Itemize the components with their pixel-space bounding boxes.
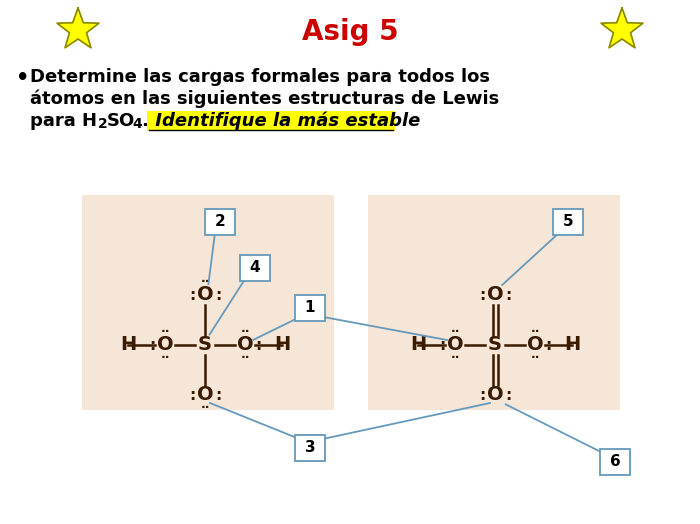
Text: ··: ·· [160, 352, 169, 365]
Text: 2: 2 [215, 214, 225, 230]
FancyBboxPatch shape [553, 209, 583, 235]
Text: :: : [215, 288, 221, 302]
Text: átomos en las siguientes estructuras de Lewis: átomos en las siguientes estructuras de … [30, 90, 499, 108]
Text: 4: 4 [250, 260, 260, 276]
Text: :: : [545, 337, 551, 353]
Text: 5: 5 [563, 214, 573, 230]
Text: ··: ·· [240, 325, 250, 339]
Text: •: • [16, 68, 29, 88]
Text: ··: ·· [160, 325, 169, 339]
Text: :: : [189, 288, 195, 302]
FancyBboxPatch shape [295, 295, 325, 321]
Text: 2: 2 [98, 117, 108, 131]
Text: 1: 1 [304, 300, 315, 315]
Text: ··: ·· [531, 352, 540, 365]
Text: O: O [486, 386, 503, 405]
Text: :: : [149, 337, 155, 353]
Text: H: H [120, 335, 136, 355]
FancyBboxPatch shape [240, 255, 270, 281]
Text: 4: 4 [132, 117, 141, 131]
Text: :: : [255, 337, 261, 353]
Text: ··: ·· [240, 352, 250, 365]
Text: :: : [439, 337, 445, 353]
Text: :: : [479, 388, 485, 402]
Text: ··: ·· [200, 401, 210, 414]
Text: ··: ·· [200, 276, 210, 289]
Text: O: O [237, 335, 253, 355]
Text: .: . [141, 112, 148, 130]
Text: SO: SO [107, 112, 135, 130]
Text: ··: ·· [450, 352, 460, 365]
Text: :: : [215, 388, 221, 402]
Text: para H: para H [30, 112, 97, 130]
Text: O: O [486, 286, 503, 304]
Text: O: O [447, 335, 463, 355]
Text: H: H [274, 335, 290, 355]
Text: S: S [198, 335, 212, 355]
FancyBboxPatch shape [600, 449, 630, 475]
Text: 3: 3 [304, 441, 315, 455]
Text: O: O [157, 335, 174, 355]
Text: O: O [197, 286, 214, 304]
Text: :: : [189, 388, 195, 402]
Text: ··: ·· [450, 325, 460, 339]
Polygon shape [601, 8, 643, 48]
Text: :: : [505, 388, 511, 402]
Text: 6: 6 [610, 454, 620, 470]
FancyBboxPatch shape [205, 209, 235, 235]
FancyBboxPatch shape [368, 195, 620, 410]
Text: S: S [488, 335, 502, 355]
Text: H: H [564, 335, 580, 355]
Text: ··: ·· [531, 325, 540, 339]
Text: :: : [479, 288, 485, 302]
FancyBboxPatch shape [295, 435, 325, 461]
FancyBboxPatch shape [82, 195, 334, 410]
Text: :: : [505, 288, 511, 302]
Text: Identifique la más estable: Identifique la más estable [149, 112, 421, 130]
Text: O: O [526, 335, 543, 355]
Text: H: H [410, 335, 426, 355]
Text: O: O [197, 386, 214, 405]
Polygon shape [57, 8, 99, 48]
Text: Determine las cargas formales para todos los: Determine las cargas formales para todos… [30, 68, 490, 86]
Text: Asig 5: Asig 5 [302, 18, 398, 46]
FancyBboxPatch shape [147, 111, 395, 131]
